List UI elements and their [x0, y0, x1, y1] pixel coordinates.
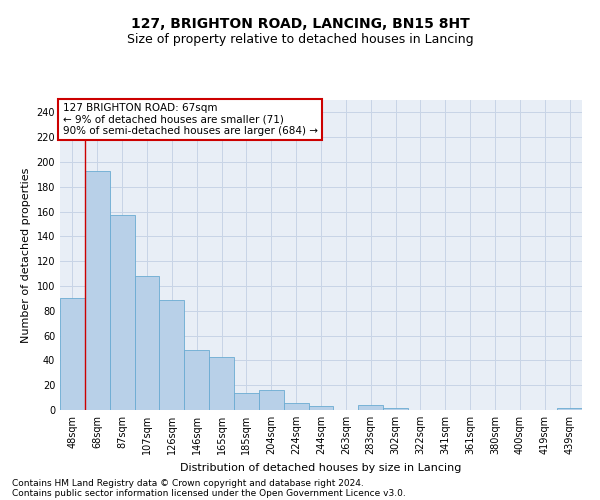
Bar [184, 350, 209, 410]
Bar [259, 390, 284, 410]
Text: 127, BRIGHTON ROAD, LANCING, BN15 8HT: 127, BRIGHTON ROAD, LANCING, BN15 8HT [131, 18, 469, 32]
Bar [358, 405, 383, 410]
X-axis label: Distribution of detached houses by size in Lancing: Distribution of detached houses by size … [181, 462, 461, 472]
Bar [557, 408, 582, 410]
Y-axis label: Number of detached properties: Number of detached properties [21, 168, 31, 342]
Bar [134, 276, 160, 410]
Text: Contains HM Land Registry data © Crown copyright and database right 2024.: Contains HM Land Registry data © Crown c… [12, 478, 364, 488]
Bar [308, 406, 334, 410]
Bar [209, 356, 234, 410]
Text: 127 BRIGHTON ROAD: 67sqm
← 9% of detached houses are smaller (71)
90% of semi-de: 127 BRIGHTON ROAD: 67sqm ← 9% of detache… [62, 103, 317, 136]
Bar [85, 170, 110, 410]
Bar [110, 216, 134, 410]
Text: Contains public sector information licensed under the Open Government Licence v3: Contains public sector information licen… [12, 488, 406, 498]
Bar [383, 408, 408, 410]
Bar [60, 298, 85, 410]
Bar [284, 402, 308, 410]
Bar [160, 300, 184, 410]
Bar [234, 392, 259, 410]
Text: Size of property relative to detached houses in Lancing: Size of property relative to detached ho… [127, 32, 473, 46]
